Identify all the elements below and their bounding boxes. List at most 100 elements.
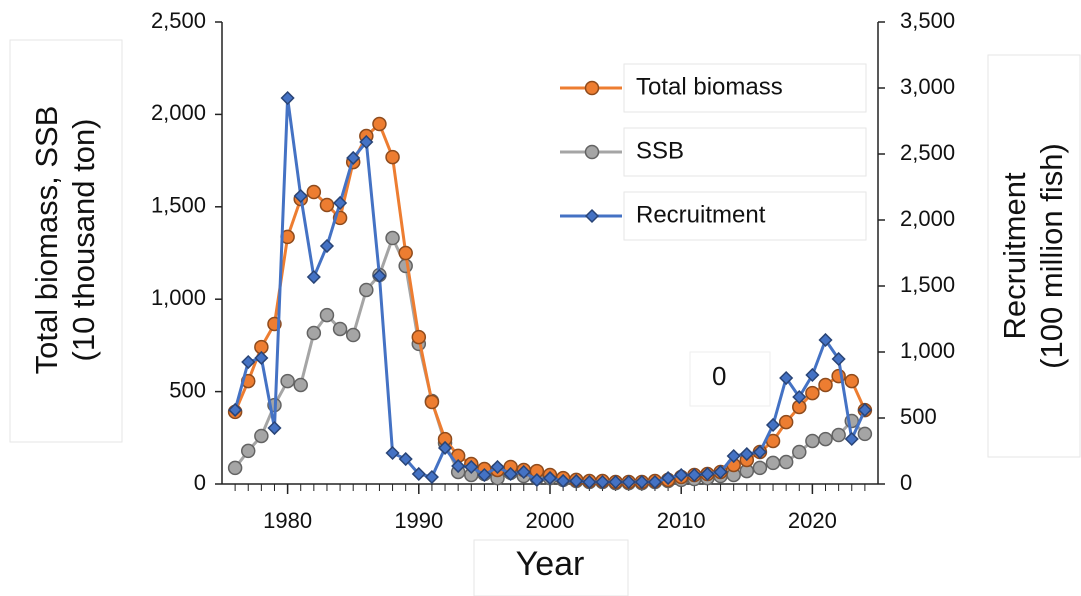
marker bbox=[451, 458, 466, 474]
y2-axis-label: Recruitment (100 million fish) bbox=[997, 143, 1069, 369]
marker bbox=[227, 460, 243, 476]
marker bbox=[241, 354, 256, 370]
marker bbox=[385, 149, 400, 165]
marker bbox=[844, 373, 860, 389]
x-tick-label: 2010 bbox=[657, 508, 706, 533]
marker bbox=[332, 321, 348, 337]
marker bbox=[778, 454, 794, 470]
y2-tick-label: 2,000 bbox=[900, 206, 955, 231]
y2-tick-label: 1,000 bbox=[900, 338, 955, 363]
marker bbox=[778, 414, 794, 430]
marker bbox=[398, 245, 413, 261]
marker bbox=[726, 448, 741, 464]
legend-label: SSB bbox=[636, 137, 684, 164]
marker bbox=[346, 150, 361, 166]
marker bbox=[319, 307, 335, 323]
legend-box bbox=[623, 63, 867, 113]
marker bbox=[584, 80, 600, 96]
marker bbox=[372, 116, 387, 132]
marker bbox=[398, 451, 413, 467]
marker bbox=[280, 90, 295, 106]
y2label-box bbox=[987, 54, 1081, 458]
marker bbox=[411, 329, 427, 345]
x-tick-label: 2000 bbox=[526, 508, 575, 533]
marker bbox=[306, 269, 321, 285]
marker bbox=[437, 440, 453, 456]
y-axis-label-line: Total biomass, SSB bbox=[29, 106, 64, 375]
marker bbox=[687, 467, 702, 483]
marker bbox=[674, 467, 689, 483]
marker bbox=[280, 373, 295, 389]
marker bbox=[359, 134, 374, 150]
marker bbox=[634, 474, 649, 490]
annotation-box bbox=[689, 351, 771, 407]
marker bbox=[359, 282, 374, 298]
marker bbox=[818, 377, 833, 393]
marker bbox=[306, 325, 322, 341]
marker bbox=[661, 470, 676, 486]
marker bbox=[818, 332, 833, 348]
y-axis-label: Total biomass, SSB (10 thousand ton) bbox=[29, 106, 101, 375]
y2-tick-label: 3,500 bbox=[900, 8, 955, 33]
marker bbox=[228, 402, 243, 418]
marker bbox=[333, 195, 348, 211]
marker bbox=[857, 426, 873, 442]
marker bbox=[385, 445, 400, 461]
marker bbox=[319, 238, 335, 254]
marker bbox=[490, 459, 505, 475]
y2-tick-label: 0 bbox=[900, 470, 912, 495]
legend-item: Total biomass bbox=[560, 63, 867, 113]
plot-area: 0 500 1,000 1,500 2,000 2,500 0 500 1,000 1,500 2,… bbox=[151, 8, 955, 533]
y2-axis-label-line: Recruitment bbox=[997, 172, 1032, 339]
marker bbox=[713, 464, 728, 480]
marker bbox=[647, 474, 663, 490]
annotation: 0 bbox=[712, 361, 726, 391]
y-tick-label: 1,500 bbox=[151, 193, 206, 218]
marker bbox=[529, 472, 544, 488]
x-tick-label: 1980 bbox=[263, 508, 312, 533]
marker bbox=[779, 370, 794, 386]
marker bbox=[345, 327, 361, 343]
marker bbox=[411, 466, 426, 482]
ylabel-box bbox=[9, 39, 123, 443]
marker bbox=[582, 474, 597, 490]
marker bbox=[818, 431, 833, 447]
marker bbox=[254, 350, 269, 366]
series bbox=[228, 90, 872, 490]
y-tick-label: 500 bbox=[169, 377, 206, 402]
y2-tick-label: 1,500 bbox=[900, 272, 955, 297]
marker bbox=[621, 474, 636, 490]
y-tick-label: 1,000 bbox=[151, 285, 206, 310]
marker bbox=[267, 420, 282, 436]
marker bbox=[831, 351, 846, 367]
marker bbox=[542, 470, 558, 486]
marker bbox=[424, 394, 440, 410]
marker bbox=[792, 389, 807, 405]
marker bbox=[752, 460, 768, 476]
legend-label: Total biomass bbox=[636, 73, 783, 100]
xlabel-box bbox=[473, 539, 629, 596]
marker bbox=[739, 446, 754, 462]
y2-tick-label: 500 bbox=[900, 404, 937, 429]
marker bbox=[608, 474, 623, 490]
marker bbox=[584, 144, 600, 160]
marker bbox=[385, 230, 400, 246]
marker bbox=[254, 428, 269, 444]
y-tick-label: 2,500 bbox=[151, 8, 206, 33]
marker bbox=[805, 433, 820, 449]
marker bbox=[805, 367, 820, 383]
marker bbox=[831, 427, 846, 443]
marker bbox=[752, 444, 767, 460]
marker bbox=[765, 455, 781, 471]
marker bbox=[700, 466, 715, 482]
y2-axis-label-line: (100 million fish) bbox=[1034, 143, 1069, 369]
marker bbox=[306, 184, 322, 200]
x-axis-label: Year bbox=[516, 545, 585, 583]
legend-box bbox=[623, 191, 867, 241]
marker bbox=[765, 417, 781, 433]
marker bbox=[844, 431, 859, 447]
legend-label: Recruitment bbox=[636, 201, 766, 228]
marker bbox=[556, 473, 571, 489]
x-tick-label: 1990 bbox=[394, 508, 443, 533]
